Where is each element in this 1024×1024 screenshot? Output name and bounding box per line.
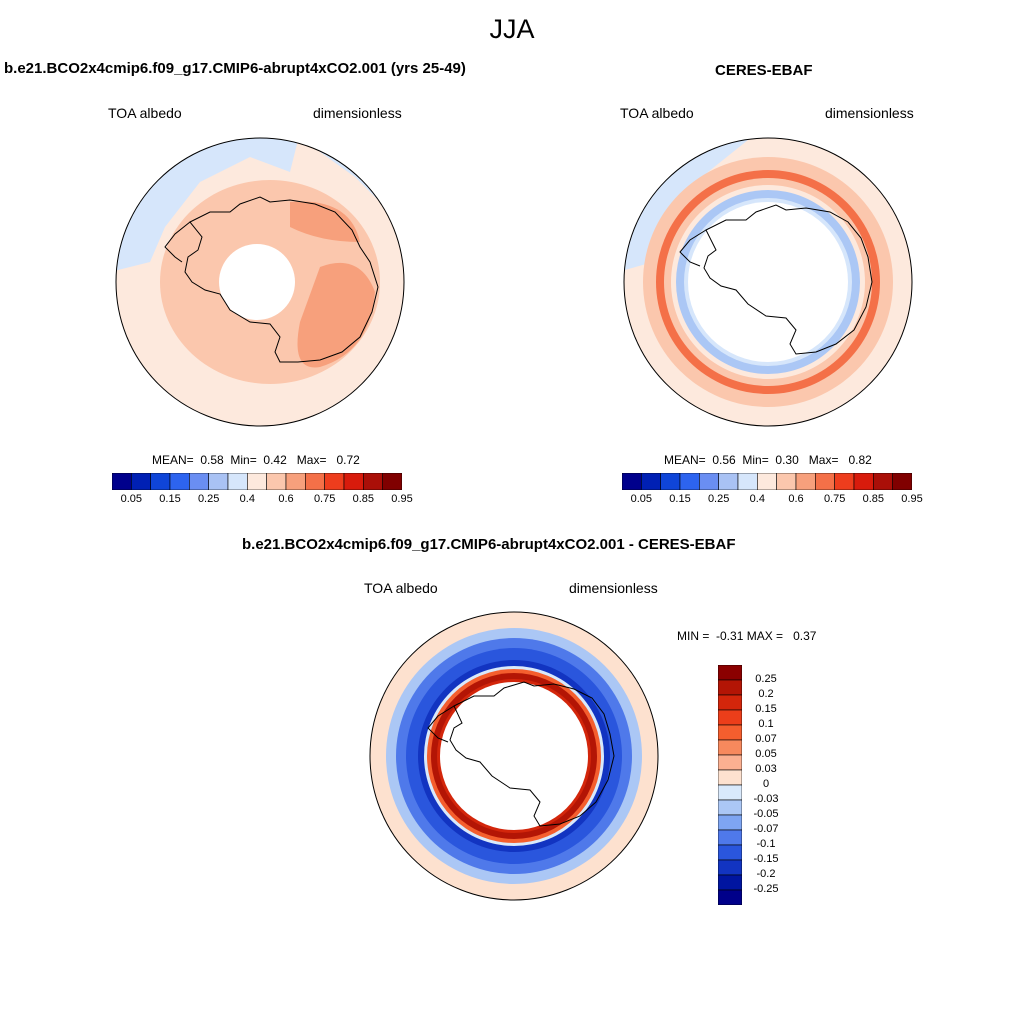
colorbar-swatch [247,473,267,490]
colorbar-tick-label: 0 [762,778,770,790]
colorbar-swatch [873,473,893,490]
colorbar-tick-label: 0.95 [391,493,413,505]
colorbar-tick-label: -0.03 [753,793,779,805]
colorbar-swatch [382,473,402,490]
colorbar-swatch [892,473,912,490]
colorbar-swatch [679,473,700,490]
colorbar-swatch [641,473,661,490]
diff-stats: MIN = -0.31 MAX = 0.37 [677,629,817,643]
colorbar-tick-label: 0.05 [755,748,777,760]
colorbar-swatch [815,473,835,490]
colorbar-tick-label: 0.03 [755,763,777,775]
colorbar-tick-label: -0.07 [753,823,779,835]
colorbar-swatch [718,859,742,876]
colorbar-swatch [718,679,742,696]
colorbar-swatch [718,874,742,891]
diff-units-label: dimensionless [569,580,658,596]
colorbar-swatch [757,473,777,490]
model-colorbar [112,473,402,490]
colorbar-swatch [718,769,742,786]
colorbar-swatch [718,473,739,490]
model-stats: MEAN= 0.58 Min= 0.42 Max= 0.72 [152,453,360,467]
diff-polar-map [369,611,659,901]
colorbar-swatch [324,473,345,490]
colorbar-tick-label: 0.4 [239,493,255,505]
colorbar-swatch [227,473,248,490]
model-variable-label: TOA albedo [108,105,182,121]
colorbar-tick-label: 0.07 [755,733,777,745]
colorbar-swatch [718,799,742,816]
colorbar-swatch [343,473,364,490]
colorbar-swatch [208,473,229,490]
obs-panel-title: CERES-EBAF [715,62,813,79]
colorbar-tick-label: 0.75 [313,493,336,505]
obs-colorbar-ticks: 0.05 0.15 0.25 0.4 0.6 0.75 0.85 0.95 [622,493,923,507]
colorbar-swatch [834,473,855,490]
colorbar-tick-label: 0.6 [278,493,294,505]
obs-polar-map [623,137,913,427]
colorbar-tick-label: 0.2 [758,688,774,700]
obs-variable-label: TOA albedo [620,105,694,121]
colorbar-tick-label: -0.15 [753,853,779,865]
colorbar-tick-label: 0.95 [901,493,923,505]
colorbar-swatch [795,473,816,490]
colorbar-tick-label: 0.6 [788,493,804,505]
colorbar-tick-label: 0.4 [749,493,765,505]
colorbar-swatch [718,889,742,905]
colorbar-swatch [660,473,681,490]
colorbar-tick-label: 0.25 [755,673,777,685]
obs-stats: MEAN= 0.56 Min= 0.30 Max= 0.82 [664,453,872,467]
colorbar-swatch [622,473,642,490]
colorbar-swatch [718,694,742,711]
model-units-label: dimensionless [313,105,402,121]
colorbar-swatch [305,473,325,490]
colorbar-swatch [718,724,742,741]
colorbar-tick-label: -0.25 [753,883,779,895]
obs-units-label: dimensionless [825,105,914,121]
diff-colorbar-ticks: 0.25 0.2 0.15 0.1 0.07 0.05 0.03 0 -0.03 -0.05 -0.… [746,665,796,905]
colorbar-swatch [718,844,742,861]
colorbar-tick-label: -0.2 [756,868,776,880]
colorbar-swatch [112,473,132,490]
colorbar-swatch [131,473,151,490]
diff-colorbar [718,665,742,905]
colorbar-swatch [699,473,719,490]
colorbar-tick-label: -0.1 [756,838,776,850]
colorbar-swatch [718,829,742,846]
colorbar-swatch [718,739,742,756]
obs-colorbar [622,473,912,490]
colorbar-swatch [718,709,742,726]
model-colorbar-ticks: 0.05 0.15 0.25 0.4 0.6 0.75 0.85 0.95 [112,493,413,507]
colorbar-tick-label: 0.25 [707,493,730,505]
colorbar-tick-label: 0.75 [823,493,846,505]
colorbar-swatch [718,814,742,831]
colorbar-swatch [363,473,383,490]
colorbar-tick-label: 0.15 [669,493,691,505]
colorbar-tick-label: 0.15 [755,703,777,715]
diff-variable-label: TOA albedo [364,580,438,596]
figure-title: JJA [489,14,535,44]
colorbar-swatch [189,473,209,490]
colorbar-tick-label: 0.05 [120,493,143,505]
colorbar-swatch [150,473,171,490]
model-polar-map [115,137,405,427]
colorbar-swatch [718,784,742,801]
colorbar-swatch [718,754,742,771]
colorbar-tick-label: 0.85 [862,493,885,505]
colorbar-tick-label: 0.15 [159,493,181,505]
colorbar-swatch [853,473,874,490]
colorbar-tick-label: 0.1 [758,718,774,730]
colorbar-swatch [718,665,742,681]
colorbar-swatch [776,473,797,490]
colorbar-swatch [737,473,758,490]
colorbar-tick-label: 0.85 [352,493,375,505]
model-panel-title: b.e21.BCO2x4cmip6.f09_g17.CMIP6-abrupt4x… [4,60,466,77]
colorbar-swatch [169,473,190,490]
colorbar-tick-label: -0.05 [753,808,779,820]
colorbar-tick-label: 0.25 [197,493,220,505]
colorbar-tick-label: 0.05 [630,493,653,505]
colorbar-swatch [285,473,306,490]
diff-panel-title: b.e21.BCO2x4cmip6.f09_g17.CMIP6-abrupt4x… [242,536,736,553]
colorbar-swatch [266,473,287,490]
